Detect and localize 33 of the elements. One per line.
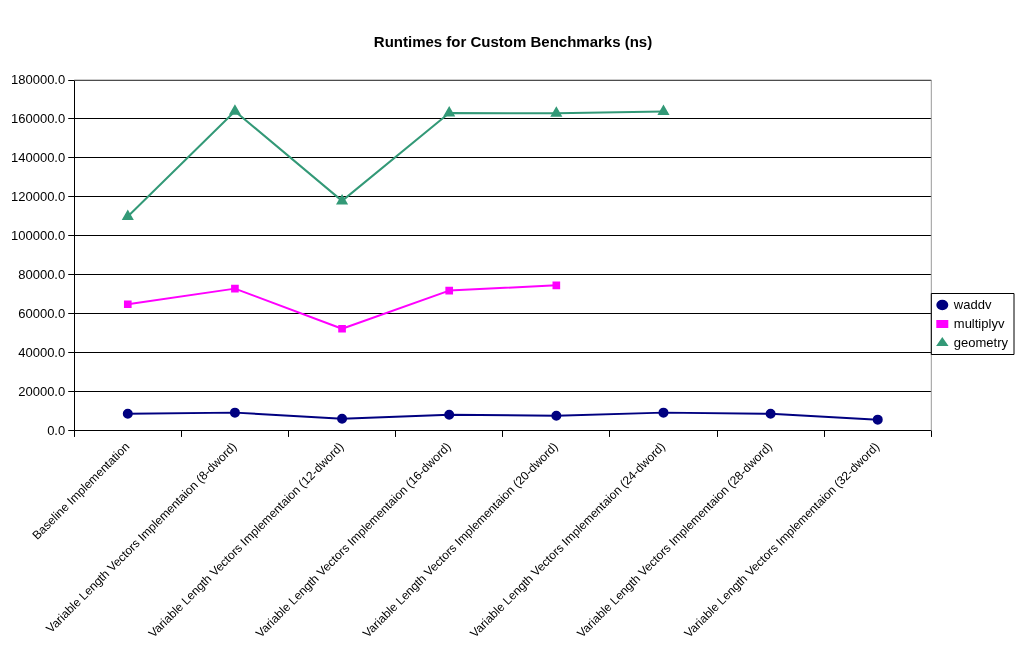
point xyxy=(658,407,669,418)
point xyxy=(337,413,348,424)
point xyxy=(443,106,455,117)
point xyxy=(231,284,239,293)
point xyxy=(658,105,669,116)
point xyxy=(765,408,776,419)
legend-label: geometry xyxy=(953,334,1009,350)
point xyxy=(229,105,241,115)
y-tick-label: 60000.0 xyxy=(18,305,66,321)
point xyxy=(872,414,883,425)
point xyxy=(229,407,240,418)
point xyxy=(122,408,133,419)
chart-title: Runtimes for Custom Benchmarks (ns) xyxy=(373,33,653,51)
y-tick-label: 180000.0 xyxy=(10,71,66,87)
point xyxy=(123,300,132,309)
legend-label: waddv xyxy=(952,296,992,312)
point xyxy=(552,281,561,290)
point xyxy=(336,194,348,205)
y-tick-label: 40000.0 xyxy=(18,344,66,360)
y-tick-label: 140000.0 xyxy=(10,149,66,165)
point xyxy=(444,409,455,420)
y-tick-label: 100000.0 xyxy=(10,227,66,243)
point xyxy=(551,107,562,117)
y-tick-label: 80000.0 xyxy=(18,266,66,282)
y-tick-label: 20000.0 xyxy=(18,383,66,399)
y-tick-label: 160000.0 xyxy=(10,110,66,126)
point xyxy=(551,410,562,421)
y-tick-label: 0.0 xyxy=(47,422,66,438)
point xyxy=(445,286,454,295)
point xyxy=(122,210,134,220)
legend-label: multiplyv xyxy=(953,315,1005,331)
y-tick-label: 120000.0 xyxy=(10,188,66,204)
point xyxy=(338,324,346,333)
